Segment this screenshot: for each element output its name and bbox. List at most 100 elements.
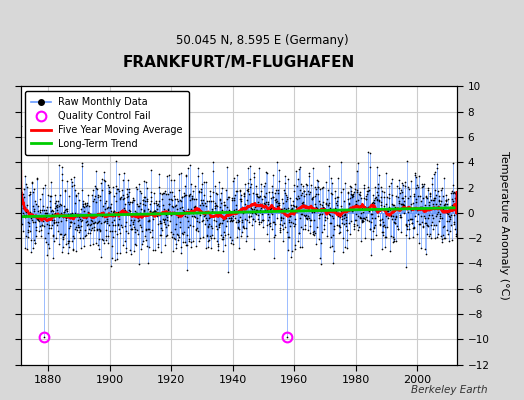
- Point: [118, 206, 126, 213]
- Point: [412, 199, 420, 206]
- Point: [104, 240, 112, 246]
- Point: [205, 188, 214, 194]
- Point: [287, 254, 295, 260]
- Point: [379, 223, 387, 230]
- Point: [64, 240, 72, 246]
- Point: [255, 193, 264, 199]
- Point: [223, 196, 231, 202]
- Point: [159, 219, 168, 225]
- Point: [370, 224, 378, 230]
- Point: [261, 180, 270, 186]
- Point: [123, 186, 131, 192]
- Point: [89, 187, 97, 193]
- Point: [48, 217, 57, 223]
- Point: [277, 216, 285, 223]
- Point: [434, 188, 443, 194]
- Point: [252, 211, 260, 217]
- Point: [448, 202, 456, 208]
- Point: [370, 215, 379, 221]
- Point: [23, 202, 31, 208]
- Point: [342, 214, 351, 220]
- Point: [49, 232, 57, 238]
- Point: [270, 219, 278, 226]
- Point: [266, 206, 275, 212]
- Point: [253, 191, 261, 198]
- Point: [432, 192, 440, 198]
- Point: [235, 217, 243, 224]
- Point: [75, 224, 83, 230]
- Point: [116, 230, 124, 236]
- Point: [395, 177, 403, 183]
- Point: [60, 187, 69, 194]
- Point: [318, 185, 326, 192]
- Point: [412, 196, 421, 202]
- Point: [159, 190, 168, 196]
- Point: [21, 173, 30, 179]
- Point: [138, 212, 146, 219]
- Point: [37, 233, 45, 240]
- Point: [91, 240, 100, 246]
- Point: [403, 183, 412, 190]
- Point: [149, 216, 157, 222]
- Point: [222, 187, 230, 194]
- Point: [405, 235, 413, 241]
- Point: [324, 186, 332, 193]
- Point: [191, 214, 199, 221]
- Point: [27, 217, 36, 223]
- Point: [331, 208, 339, 214]
- Point: [217, 232, 226, 238]
- Point: [40, 213, 49, 219]
- Point: [358, 215, 367, 221]
- Point: [134, 215, 142, 222]
- Point: [130, 217, 138, 223]
- Point: [386, 211, 394, 218]
- Point: [449, 182, 457, 188]
- Point: [174, 237, 182, 243]
- Point: [325, 205, 334, 212]
- Point: [133, 227, 141, 233]
- Point: [221, 232, 230, 238]
- Point: [53, 206, 61, 213]
- Point: [139, 194, 148, 200]
- Point: [390, 238, 398, 244]
- Point: [118, 177, 127, 184]
- Point: [123, 190, 132, 197]
- Point: [277, 215, 286, 221]
- Point: [172, 221, 181, 228]
- Point: [108, 227, 116, 234]
- Point: [308, 196, 316, 203]
- Point: [155, 184, 163, 190]
- Point: [112, 190, 120, 196]
- Point: [217, 200, 225, 206]
- Point: [195, 188, 204, 195]
- Point: [74, 214, 83, 221]
- Point: [76, 235, 84, 242]
- Point: [187, 244, 195, 250]
- Point: [342, 216, 350, 223]
- Point: [244, 180, 253, 186]
- Point: [443, 226, 452, 233]
- Point: [122, 249, 130, 256]
- Point: [79, 200, 88, 207]
- Point: [165, 201, 173, 207]
- Point: [231, 215, 239, 222]
- Point: [90, 223, 98, 230]
- Point: [36, 223, 45, 230]
- Point: [267, 195, 275, 201]
- Point: [380, 244, 389, 250]
- Point: [187, 239, 195, 245]
- Point: [412, 174, 420, 180]
- Point: [147, 188, 155, 195]
- Point: [136, 210, 144, 216]
- Point: [41, 182, 50, 188]
- Point: [126, 222, 134, 228]
- Point: [290, 221, 299, 227]
- Point: [437, 198, 445, 204]
- Point: [259, 217, 267, 224]
- Point: [181, 239, 190, 245]
- Point: [309, 194, 318, 200]
- Point: [308, 195, 316, 202]
- Point: [400, 179, 409, 186]
- Point: [159, 202, 167, 208]
- Point: [425, 199, 433, 206]
